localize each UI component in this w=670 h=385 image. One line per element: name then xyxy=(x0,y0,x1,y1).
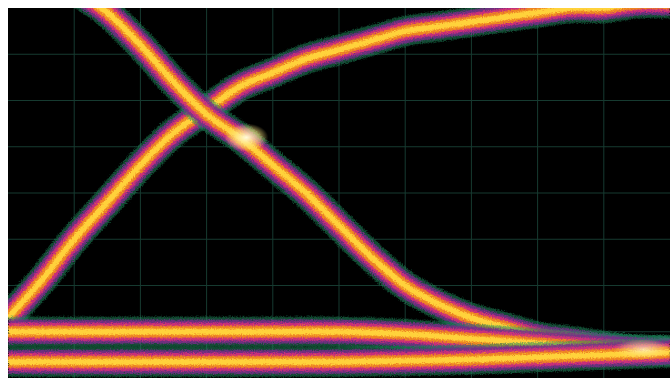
eye-diagram-chart xyxy=(8,8,670,378)
eye-diagram-plot xyxy=(8,8,670,378)
trace-layer xyxy=(85,8,670,360)
trace-layer xyxy=(8,349,670,365)
trace-group xyxy=(8,8,670,377)
crossing-highlight xyxy=(224,123,269,152)
merge-highlight xyxy=(613,339,670,360)
crossing-highlight-group xyxy=(224,123,670,360)
trace-layer xyxy=(8,8,625,320)
eye-trace-0 xyxy=(8,8,670,328)
eye-trace-1 xyxy=(75,8,670,366)
eye-trace-3 xyxy=(8,337,670,377)
